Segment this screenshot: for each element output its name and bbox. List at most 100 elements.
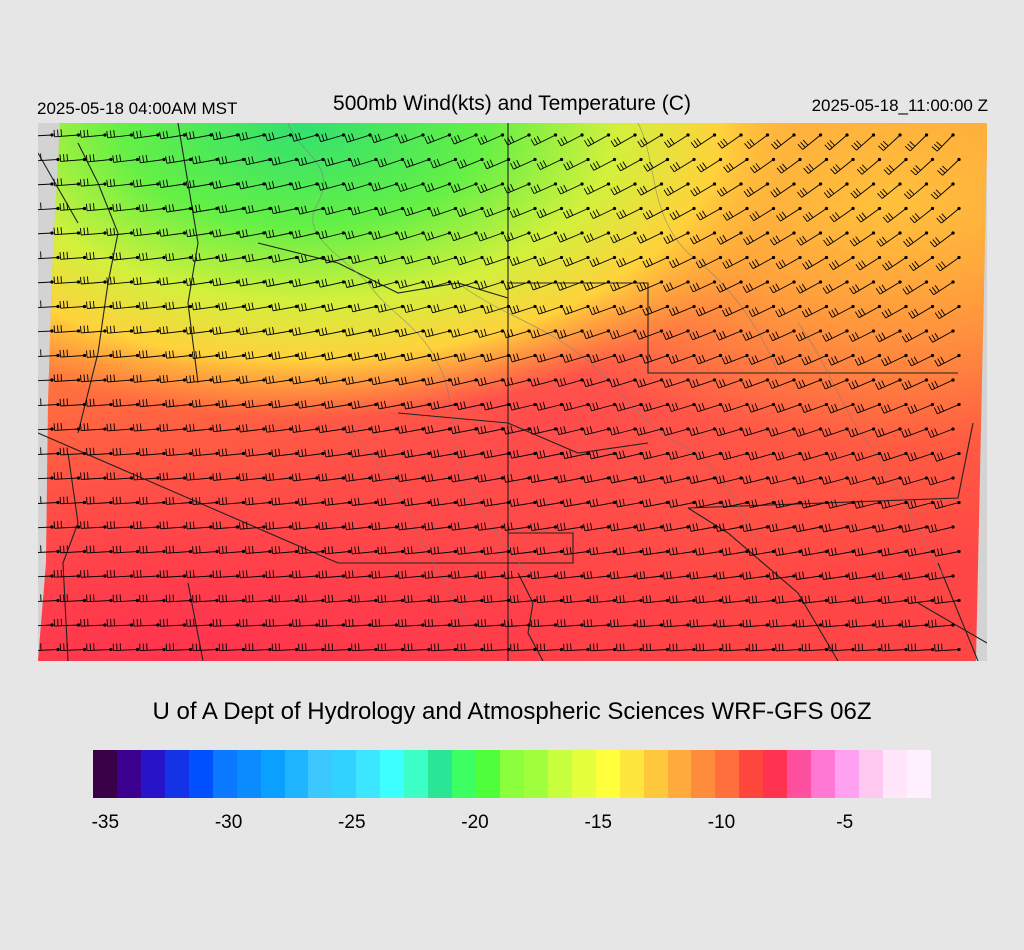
wind-barb-feather	[933, 549, 937, 557]
wind-barb	[107, 183, 132, 188]
wind-barb-feather	[454, 571, 457, 579]
wind-barb-feather	[774, 453, 778, 461]
wind-barb-station	[527, 280, 531, 284]
wind-barb-station	[586, 647, 590, 652]
wind-barb	[670, 551, 695, 556]
wind-barb-feather	[821, 572, 824, 580]
wind-barb-feather	[351, 570, 354, 578]
wind-barb	[771, 428, 795, 437]
wind-barb-station	[792, 280, 796, 284]
wind-barb-feather	[569, 595, 572, 603]
wind-barb-station	[374, 500, 378, 505]
wind-barb-feather	[424, 233, 428, 241]
wind-barb-feather	[268, 376, 271, 384]
wind-barb-feather	[454, 426, 457, 434]
wind-barb	[672, 257, 695, 269]
wind-barb-feather	[530, 571, 533, 579]
wind-barb-feather	[702, 162, 708, 169]
wind-barb	[246, 600, 271, 603]
wind-barb-station	[930, 549, 935, 554]
wind-barb-feather	[480, 281, 484, 289]
wind-barb-station	[262, 525, 266, 529]
wind-barb-feather	[378, 570, 381, 578]
wind-barb-feather	[265, 230, 268, 239]
wind-barb-feather	[906, 191, 912, 198]
wind-barb-feather	[291, 376, 294, 384]
wind-barb-station	[765, 231, 770, 235]
wind-barb-station	[612, 304, 617, 309]
wind-barb-feather	[854, 643, 857, 651]
wind-barb-station	[692, 353, 696, 358]
wind-barb-station	[798, 157, 802, 162]
wind-barb	[512, 208, 536, 218]
wind-barb-station	[347, 647, 352, 652]
wind-barb-feather	[191, 254, 194, 262]
colorbar-swatch	[188, 750, 213, 798]
wind-barb-station	[559, 451, 564, 456]
wind-barb-feather	[931, 382, 936, 389]
wind-barb-feather	[806, 165, 812, 172]
wind-barb-feather	[672, 595, 675, 603]
wind-barb-feather	[543, 546, 546, 554]
wind-barb-feather	[166, 277, 169, 285]
wind-barb-feather	[486, 160, 491, 168]
wind-barb-feather	[775, 379, 779, 387]
wind-barb-station	[798, 402, 802, 407]
wind-barb	[425, 575, 450, 579]
wind-barb	[645, 257, 668, 268]
wind-barb-feather	[776, 139, 782, 146]
wind-barb-feather	[397, 184, 401, 192]
wind-barb-feather	[799, 237, 805, 244]
colorbar-swatch	[787, 750, 812, 798]
wind-barb	[644, 404, 668, 412]
wind-barb-station	[103, 280, 107, 284]
wind-barb	[913, 257, 933, 271]
wind-barb-station	[427, 255, 431, 260]
wind-barb-feather	[645, 211, 651, 218]
wind-barb	[60, 600, 85, 603]
wind-barb-feather	[901, 525, 904, 533]
wind-barb-feather	[110, 472, 112, 480]
wind-barb	[107, 134, 132, 139]
wind-barb	[193, 257, 218, 262]
wind-barb	[298, 649, 324, 652]
wind-barb-feather	[904, 524, 908, 532]
wind-barb	[219, 453, 244, 457]
wind-barb-feather	[849, 287, 854, 295]
wind-barb-station	[156, 133, 160, 137]
wind-barb-feather	[245, 521, 248, 529]
wind-barb-feather	[701, 306, 706, 314]
wind-barb-station	[374, 304, 378, 309]
wind-barb	[193, 404, 218, 408]
wind-barb-feather	[192, 326, 195, 334]
wind-barb-feather	[251, 253, 254, 261]
wind-barb	[187, 134, 212, 140]
wind-barb-feather	[450, 571, 453, 579]
wind-barb-feather	[192, 277, 195, 285]
wind-barb-feather	[274, 351, 277, 359]
wind-barb-station	[639, 304, 643, 309]
wind-barb-feather	[774, 548, 777, 556]
wind-barb-feather	[219, 229, 222, 236]
wind-barb-feather	[640, 139, 645, 146]
wind-barb-station	[692, 549, 696, 554]
wind-barb-feather	[219, 326, 222, 334]
wind-barb-feather	[481, 619, 483, 627]
wind-barb-feather	[586, 234, 591, 242]
wind-barb-station	[712, 378, 717, 382]
wind-barb-feather	[775, 619, 778, 627]
wind-barb-station	[262, 378, 266, 382]
wind-barb-station	[871, 182, 876, 186]
wind-barb-feather	[690, 142, 696, 149]
wind-barb-feather	[692, 236, 698, 243]
wind-barb-feather	[509, 210, 514, 218]
wind-barb-feather	[881, 475, 885, 483]
wind-barb-feather	[619, 211, 624, 218]
wind-barb-feather	[401, 425, 404, 433]
wind-barb-feather	[301, 303, 304, 311]
wind-barb-feather	[874, 525, 878, 533]
wind-barb-feather	[453, 281, 458, 289]
wind-barb-feather	[689, 572, 692, 580]
wind-barb-feather	[722, 234, 727, 242]
wind-barb-station	[924, 525, 929, 529]
